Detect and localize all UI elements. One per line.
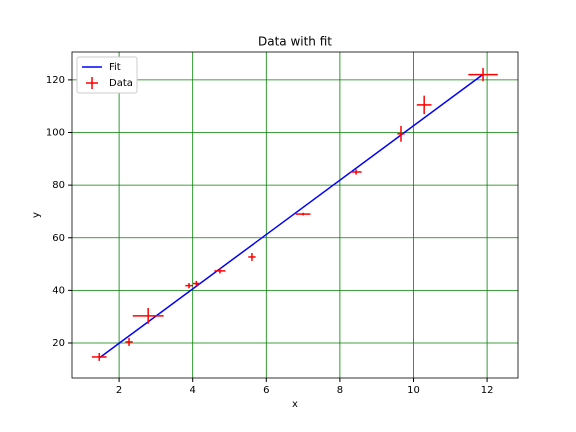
x-tick-label: 12 bbox=[481, 385, 494, 396]
y-tick-label: 60 bbox=[52, 233, 65, 244]
y-tick-label: 20 bbox=[52, 338, 65, 349]
x-tick-label: 2 bbox=[116, 385, 122, 396]
legend-label: Data bbox=[109, 78, 133, 89]
y-axis-label: y bbox=[31, 212, 42, 218]
legend-label: Fit bbox=[109, 62, 121, 73]
chart-title: Data with fit bbox=[258, 35, 332, 49]
y-tick-label: 100 bbox=[46, 128, 65, 139]
x-tick-label: 8 bbox=[337, 385, 343, 396]
x-axis-label: x bbox=[292, 399, 298, 410]
x-tick-label: 4 bbox=[190, 385, 196, 396]
x-tick-label: 6 bbox=[263, 385, 269, 396]
y-tick-label: 120 bbox=[46, 75, 65, 86]
fit-line bbox=[98, 73, 484, 359]
x-tick-label: 10 bbox=[407, 385, 420, 396]
y-tick-label: 80 bbox=[52, 180, 65, 191]
y-tick-label: 40 bbox=[52, 285, 65, 296]
plot-frame bbox=[71, 51, 519, 379]
